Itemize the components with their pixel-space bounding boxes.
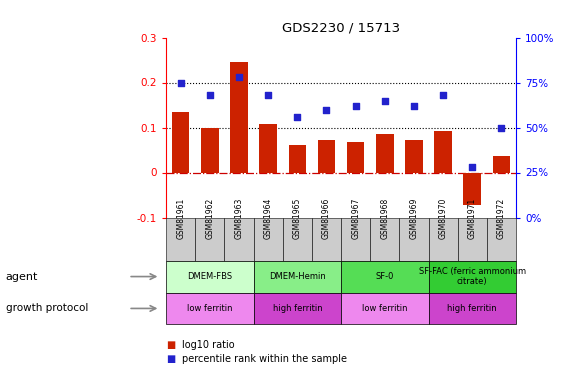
Bar (318, 140, 335, 172)
Bar (259, 124, 277, 172)
Text: DMEM-FBS: DMEM-FBS (187, 272, 233, 281)
Text: high ferritin: high ferritin (272, 304, 322, 313)
Text: GSM81965: GSM81965 (293, 198, 302, 239)
Text: SF-FAC (ferric ammonium
citrate): SF-FAC (ferric ammonium citrate) (419, 267, 526, 286)
Bar (434, 130, 452, 172)
Text: SF-0: SF-0 (375, 272, 394, 281)
Point (438, 92, 448, 98)
Text: GSM81970: GSM81970 (438, 198, 448, 239)
Bar (463, 172, 481, 205)
Text: growth protocol: growth protocol (6, 303, 88, 313)
Point (351, 103, 360, 109)
Text: GSM81968: GSM81968 (380, 198, 389, 239)
Bar (347, 142, 364, 172)
Point (468, 164, 477, 170)
Bar (201, 128, 219, 172)
Text: GSM81969: GSM81969 (409, 198, 419, 239)
Text: GSM81967: GSM81967 (351, 198, 360, 239)
Text: low ferritin: low ferritin (362, 304, 408, 313)
Point (409, 103, 419, 109)
Title: GDS2230 / 15713: GDS2230 / 15713 (282, 22, 400, 35)
Point (234, 74, 244, 80)
Text: GSM81962: GSM81962 (205, 198, 215, 239)
Text: log10 ratio: log10 ratio (182, 340, 235, 350)
Point (205, 92, 215, 98)
Text: high ferritin: high ferritin (447, 304, 497, 313)
Text: GSM81966: GSM81966 (322, 198, 331, 239)
Text: GSM81972: GSM81972 (497, 198, 506, 239)
Text: DMEM-Hemin: DMEM-Hemin (269, 272, 326, 281)
Text: ■: ■ (166, 340, 175, 350)
Text: low ferritin: low ferritin (187, 304, 233, 313)
Bar (405, 140, 423, 172)
Point (497, 124, 506, 130)
Bar (289, 145, 306, 172)
Bar (376, 134, 394, 172)
Point (380, 98, 389, 104)
Text: agent: agent (6, 272, 38, 282)
Bar (230, 62, 248, 172)
Text: GSM81961: GSM81961 (176, 198, 185, 239)
Point (176, 80, 185, 86)
Text: GSM81963: GSM81963 (234, 198, 244, 239)
Text: ■: ■ (166, 354, 175, 364)
Text: GSM81964: GSM81964 (264, 198, 273, 239)
Bar (172, 112, 189, 172)
Text: percentile rank within the sample: percentile rank within the sample (182, 354, 347, 364)
Bar (493, 156, 510, 172)
Point (264, 92, 273, 98)
Point (293, 114, 302, 120)
Text: GSM81971: GSM81971 (468, 198, 477, 239)
Point (322, 106, 331, 112)
